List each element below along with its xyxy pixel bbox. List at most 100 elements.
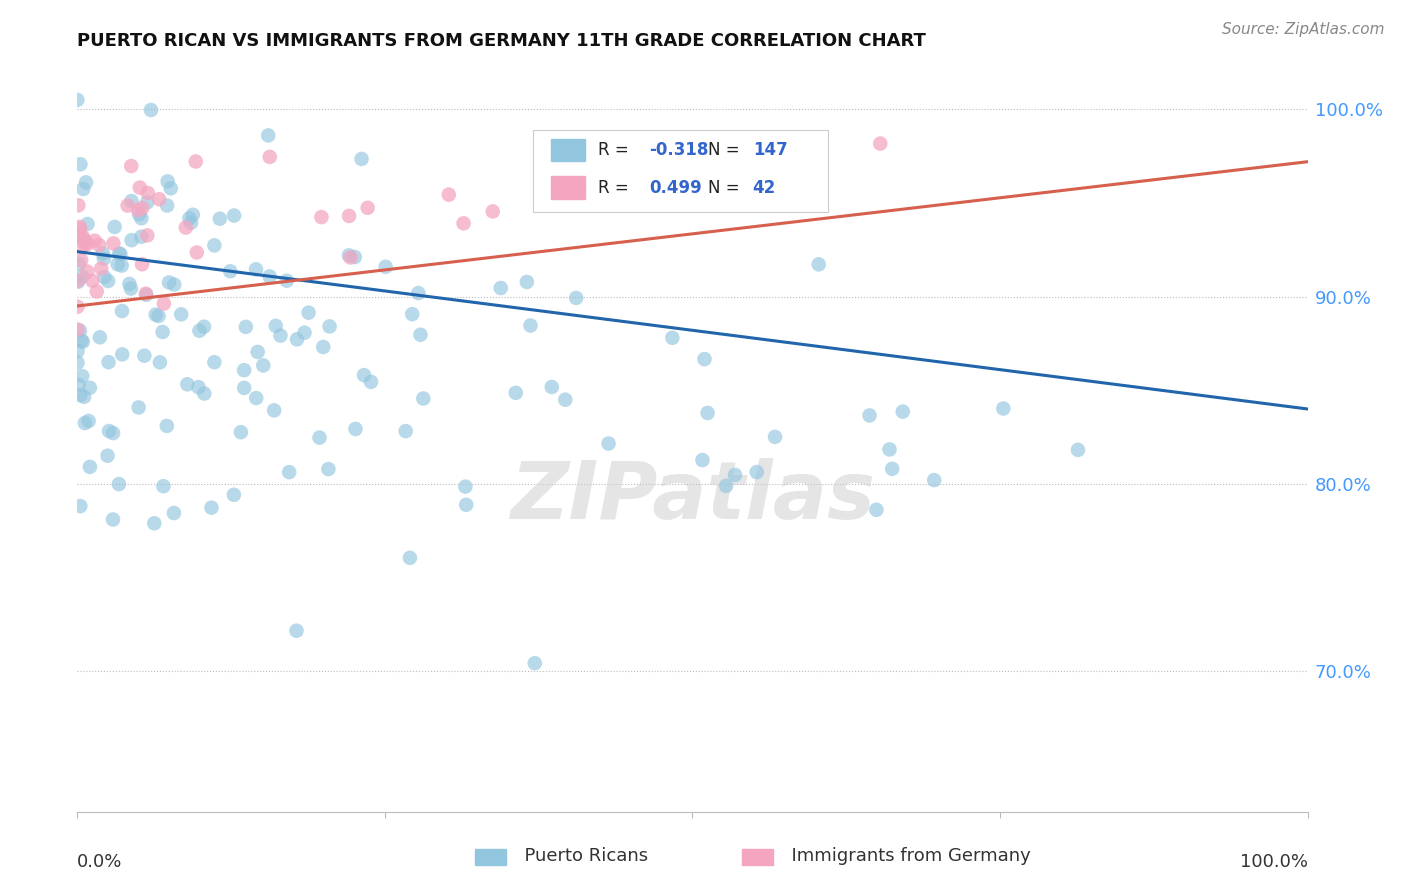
Bar bbox=[551, 177, 585, 199]
Point bbox=[117, 198, 139, 212]
Point bbox=[257, 128, 280, 143]
Point bbox=[179, 211, 201, 226]
Point bbox=[339, 251, 361, 265]
Point bbox=[72, 182, 94, 196]
Point bbox=[79, 459, 101, 474]
Point bbox=[131, 211, 153, 226]
Point bbox=[108, 477, 131, 491]
Point bbox=[152, 479, 174, 493]
Point bbox=[127, 203, 149, 218]
Point bbox=[69, 499, 91, 513]
Point bbox=[294, 326, 316, 340]
Point bbox=[540, 380, 562, 394]
Point bbox=[156, 198, 179, 212]
Point bbox=[69, 227, 91, 242]
Point bbox=[72, 269, 94, 284]
Point bbox=[505, 385, 527, 400]
Point bbox=[200, 500, 222, 515]
Point bbox=[193, 386, 215, 401]
Point bbox=[73, 416, 96, 430]
Point bbox=[531, 190, 554, 204]
Point bbox=[157, 276, 180, 290]
Text: 100.0%: 100.0% bbox=[1240, 853, 1308, 871]
Point bbox=[208, 211, 231, 226]
Point bbox=[163, 277, 186, 292]
Point bbox=[145, 308, 167, 322]
Point bbox=[70, 334, 93, 348]
Point bbox=[184, 154, 207, 169]
Point bbox=[135, 286, 157, 301]
Point bbox=[69, 388, 91, 402]
Point bbox=[90, 261, 112, 276]
Point bbox=[882, 462, 904, 476]
Point bbox=[879, 442, 901, 457]
Point bbox=[67, 257, 90, 271]
Point bbox=[149, 355, 172, 369]
Point bbox=[714, 479, 737, 493]
Point bbox=[174, 220, 197, 235]
Point bbox=[98, 424, 121, 438]
Point bbox=[692, 453, 714, 467]
Point bbox=[222, 488, 245, 502]
Point bbox=[70, 253, 93, 268]
Point bbox=[108, 246, 131, 260]
Point bbox=[135, 288, 157, 302]
Point bbox=[186, 245, 208, 260]
Text: ZIPatlas: ZIPatlas bbox=[510, 458, 875, 536]
Text: N =: N = bbox=[709, 141, 745, 159]
Point bbox=[245, 391, 267, 405]
Point bbox=[374, 260, 396, 274]
Point bbox=[121, 233, 143, 247]
Point bbox=[66, 93, 89, 107]
Point bbox=[437, 187, 460, 202]
Point bbox=[233, 381, 256, 395]
Point bbox=[202, 238, 225, 252]
Point bbox=[412, 392, 434, 406]
Point bbox=[69, 324, 91, 338]
Point bbox=[224, 209, 246, 223]
Point bbox=[453, 216, 475, 230]
Point bbox=[356, 201, 378, 215]
Point bbox=[69, 157, 91, 171]
Point bbox=[395, 424, 418, 438]
Point bbox=[399, 550, 422, 565]
Point bbox=[454, 480, 477, 494]
Point bbox=[693, 352, 716, 367]
Point bbox=[76, 217, 98, 231]
Point bbox=[311, 210, 333, 224]
Point bbox=[180, 216, 202, 230]
Text: Immigrants from Germany: Immigrants from Germany bbox=[780, 847, 1031, 865]
Point bbox=[66, 356, 89, 370]
Point bbox=[263, 403, 285, 417]
Point bbox=[148, 309, 170, 323]
Point bbox=[337, 248, 360, 262]
Point bbox=[136, 195, 159, 210]
Point bbox=[318, 462, 340, 476]
Point bbox=[97, 449, 120, 463]
Point bbox=[993, 401, 1015, 416]
Point bbox=[91, 246, 114, 260]
Point bbox=[516, 275, 538, 289]
Point bbox=[360, 375, 382, 389]
Point bbox=[891, 404, 914, 418]
Point bbox=[97, 355, 120, 369]
Point bbox=[104, 219, 127, 234]
Point bbox=[86, 285, 108, 299]
Text: PUERTO RICAN VS IMMIGRANTS FROM GERMANY 11TH GRADE CORRELATION CHART: PUERTO RICAN VS IMMIGRANTS FROM GERMANY … bbox=[77, 32, 927, 50]
Point bbox=[193, 319, 215, 334]
Text: 0.0%: 0.0% bbox=[77, 853, 122, 871]
Point bbox=[118, 277, 141, 291]
Point bbox=[763, 430, 786, 444]
Text: 0.499: 0.499 bbox=[650, 178, 702, 196]
Point bbox=[128, 207, 150, 221]
Point bbox=[252, 359, 274, 373]
Point bbox=[148, 192, 170, 206]
Point bbox=[278, 465, 301, 479]
Point bbox=[67, 377, 90, 392]
Text: R =: R = bbox=[598, 141, 634, 159]
Point bbox=[76, 236, 98, 251]
Point bbox=[308, 431, 330, 445]
Point bbox=[111, 347, 134, 361]
Point bbox=[285, 332, 308, 346]
Point bbox=[69, 222, 91, 236]
